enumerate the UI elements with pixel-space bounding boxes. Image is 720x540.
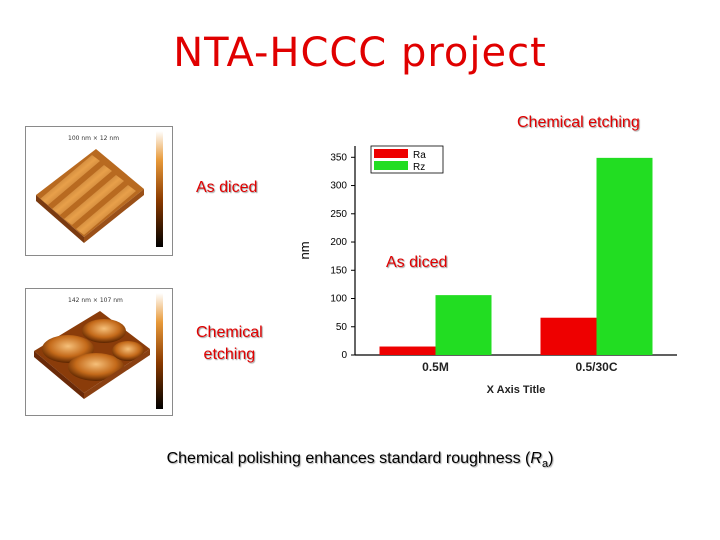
y-tick-label: 350 [330, 152, 347, 163]
x-tick-label: 0.5M [422, 360, 449, 374]
as-diced-label-left: As diced [196, 179, 258, 196]
caption-symbol: R [530, 450, 542, 467]
bar-ra-0 [379, 346, 436, 355]
afm-surface-hills [34, 293, 163, 409]
y-axis-title: nm [297, 241, 312, 259]
y-tick-label: 0 [341, 350, 347, 361]
caption-end: ) [548, 450, 554, 467]
bar-chart-svg: 0 50 100 150 200 250 300 350 nm 0.5M 0.5/30C X Axis… [297, 145, 677, 396]
y-tick-label: 150 [330, 265, 347, 276]
y-tick-label: 300 [330, 181, 347, 192]
afm-surface-ridges [36, 131, 163, 247]
legend-label-rz: Rz [413, 162, 425, 173]
y-tick-label: 50 [336, 322, 348, 333]
x-tick-label: 0.5/30C [575, 360, 617, 374]
afm-bottom-caption: 142 nm × 107 nm [68, 297, 123, 304]
chemical-etching-line-2: etching [203, 346, 256, 363]
roughness-bar-chart: 0 50 100 150 200 250 300 350 nm 0.5M 0.5/30C X Axis… [295, 140, 685, 405]
chemical-etching-label-top: Chemical etching [517, 114, 640, 131]
x-axis-title: X Axis Title [487, 384, 546, 396]
bar-rz-1 [596, 157, 653, 355]
y-tick-label: 100 [330, 294, 347, 305]
page-title: NTA-HCCC project [173, 30, 547, 76]
afm-top-caption: 100 nm × 12 nm [68, 135, 120, 142]
chemical-etching-line-1: Chemical [196, 324, 263, 341]
bar-rz-0 [435, 295, 492, 355]
as-diced-label-mid: As diced [386, 254, 448, 271]
chemical-etching-label-left: Chemical etching [196, 322, 263, 366]
legend-swatch-rz [374, 161, 408, 170]
y-tick-label: 250 [330, 209, 347, 220]
slide-caption: Chemical polishing enhances standard rou… [0, 450, 720, 470]
afm-image-chemical-etching: 142 nm × 107 nm [25, 288, 173, 416]
bar-ra-1 [540, 317, 597, 355]
y-tick-label: 200 [330, 237, 347, 248]
legend-swatch-ra [374, 149, 408, 158]
caption-subscript: a [541, 458, 549, 471]
caption-text: Chemical polishing enhances standard rou… [166, 450, 531, 467]
legend-label-ra: Ra [413, 150, 426, 161]
afm-image-as-diced: 100 nm × 12 nm [25, 126, 173, 256]
